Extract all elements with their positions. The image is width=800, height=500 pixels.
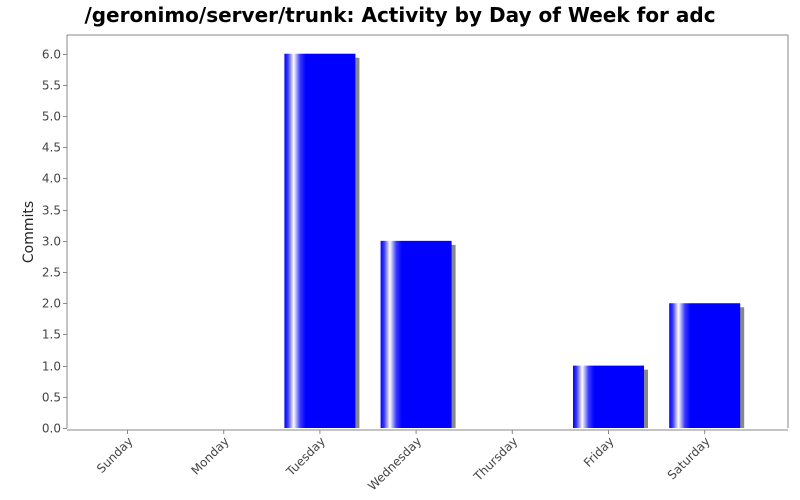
y-tick-label: 5.0 (42, 110, 61, 124)
y-tick-label: 0.5 (42, 391, 61, 405)
bar-tuesday (284, 53, 356, 428)
y-axis: 0.0 0.5 1.0 1.5 2.0 2.5 3.0 3.5 4.0 4.5 5.0 5.5 6.0 (42, 34, 789, 436)
y-tick-label: 6.0 (42, 48, 61, 62)
bars (284, 53, 745, 428)
y-axis-label: Commits (21, 201, 37, 263)
y-tick-label: 2.0 (42, 297, 61, 311)
x-tick-label-friday: Friday (581, 434, 617, 470)
y-tick-label: 4.0 (42, 172, 61, 186)
x-tick-label-tuesday: Tuesday (283, 434, 328, 479)
bar-saturday (669, 303, 741, 428)
x-tick-label-saturday: Saturday (665, 434, 713, 482)
x-tick-label-thursday: Thursday (470, 434, 520, 484)
y-tick-label: 5.5 (42, 79, 61, 93)
y-tick-label: 1.0 (42, 360, 61, 374)
chart-title: /geronimo/server/trunk: Activity by Day … (84, 3, 716, 27)
y-tick-label: 1.5 (42, 328, 61, 342)
y-tick-label: 2.5 (42, 266, 61, 280)
x-tick-label-sunday: Sunday (94, 434, 136, 476)
bar-wednesday (380, 240, 452, 428)
x-axis: Sunday Monday Tuesday Wednesday Thursday Frid… (67, 429, 788, 493)
y-tick-label: 0.0 (42, 422, 61, 436)
y-tick-label: 3.0 (42, 235, 61, 249)
y-tick-label: 3.5 (42, 204, 61, 218)
x-tick-label-wednesday: Wednesday (365, 434, 424, 493)
bar-friday (573, 365, 644, 428)
y-tick-label: 4.5 (42, 141, 61, 155)
x-tick-label-monday: Monday (188, 434, 231, 477)
